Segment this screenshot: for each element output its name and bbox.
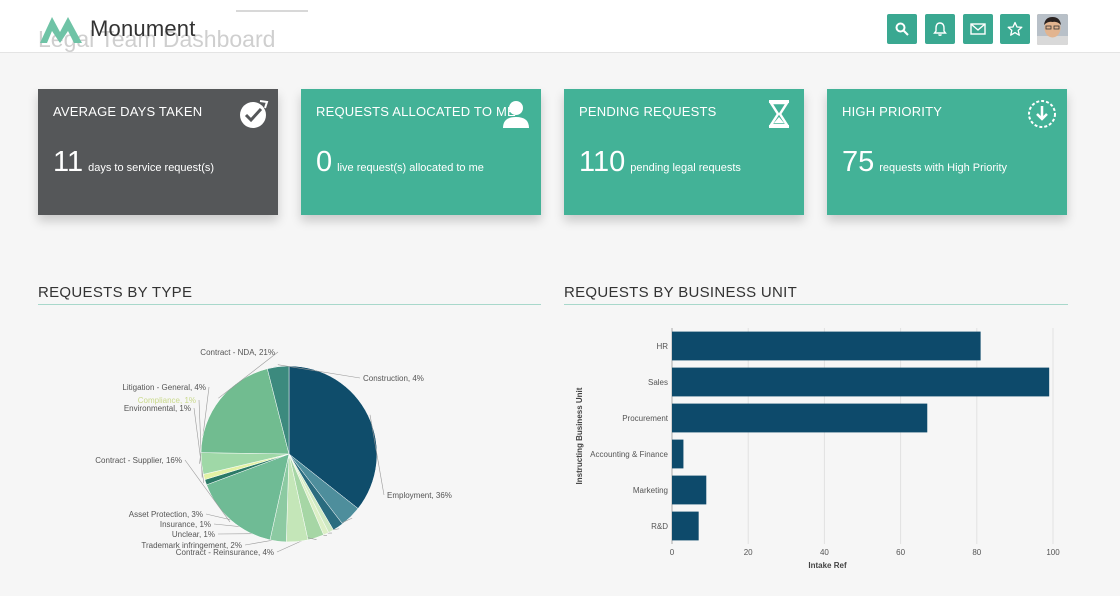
bar[interactable] xyxy=(672,511,699,541)
pie-label-leader xyxy=(218,351,279,399)
pie-slice-label: Construction, 4% xyxy=(363,374,424,383)
star-icon xyxy=(1007,21,1023,36)
requests-by-unit-bar-chart: 0 20 40 60 80 100 HR Sales Procurement Accounting… xyxy=(575,328,1060,570)
pie-label-leader xyxy=(369,414,385,496)
pie-slice-label: Compliance, 1% xyxy=(138,396,196,405)
search-button[interactable] xyxy=(887,14,917,44)
pie-slice-label: Employment, 36% xyxy=(387,491,452,500)
x-tick-label: 40 xyxy=(820,548,829,557)
y-tick-label: Sales xyxy=(648,378,668,387)
mail-icon xyxy=(970,23,986,35)
bar[interactable] xyxy=(672,331,981,361)
y-axis-label: Instructing Business Unit xyxy=(575,387,584,484)
x-tick-label: 60 xyxy=(896,548,905,557)
pie-slice[interactable] xyxy=(267,365,290,455)
user-avatar[interactable] xyxy=(1037,14,1068,45)
x-tick-label: 20 xyxy=(744,548,753,557)
pie-slice[interactable] xyxy=(288,365,378,509)
kpi-card-high-priority[interactable]: HIGH PRIORITY 75 requests with High Prio… xyxy=(827,89,1067,215)
y-tick-label: HR xyxy=(656,342,668,351)
pie-slice-label: Trademark infringement, 2% xyxy=(141,541,242,550)
bar[interactable] xyxy=(672,475,707,505)
top-tab-indicator xyxy=(236,10,308,12)
kpi-card-value: 75 xyxy=(842,146,875,178)
kpi-card-value: 11 xyxy=(53,146,84,178)
pie-label-leader xyxy=(277,364,361,379)
brand-name: Monument xyxy=(90,16,196,41)
check-badge-icon xyxy=(240,100,269,128)
pie-slice[interactable] xyxy=(206,453,290,541)
kpi-card-title: REQUESTS ALLOCATED TO ME xyxy=(316,104,516,119)
kpi-card-pending[interactable]: PENDING REQUESTS 110 pending legal reque… xyxy=(564,89,804,215)
bar[interactable] xyxy=(672,439,684,469)
bar[interactable] xyxy=(672,403,928,433)
kpi-card-value: 110 xyxy=(579,146,626,178)
y-tick-label: Procurement xyxy=(622,414,669,423)
section-divider xyxy=(564,304,1068,305)
pie-slice-label: Asset Protection, 3% xyxy=(129,510,203,519)
pie-slice-label: Litigation - General, 4% xyxy=(122,383,206,392)
section-title-requests-by-unit: REQUESTS BY BUSINESS UNIT xyxy=(564,284,798,301)
pie-slice-label: Contract - NDA, 21% xyxy=(200,348,275,357)
requests-by-type-pie-chart: Employment, 36% Contract - Reinsurance, 4… xyxy=(95,348,452,557)
kpi-card-desc: pending legal requests xyxy=(630,162,741,174)
brand-logo[interactable]: Monument xyxy=(38,14,196,44)
bar[interactable] xyxy=(672,367,1050,397)
search-icon xyxy=(895,22,909,36)
download-circle-icon xyxy=(1028,100,1056,128)
y-tick-label: R&D xyxy=(651,522,668,531)
section-divider xyxy=(38,304,541,305)
hourglass-icon xyxy=(768,100,790,128)
kpi-card-value: 0 xyxy=(316,146,333,178)
x-axis-label: Intake Ref xyxy=(808,561,847,570)
pie-slice-label: Contract - Supplier, 16% xyxy=(95,456,182,465)
kpi-card-desc: live request(s) allocated to me xyxy=(337,162,484,174)
section-title-requests-by-type: REQUESTS BY TYPE xyxy=(38,284,193,301)
kpi-card-allocated[interactable]: REQUESTS ALLOCATED TO ME 0 live request(… xyxy=(301,89,541,215)
kpi-card-title: HIGH PRIORITY xyxy=(842,104,943,119)
monument-logo-icon xyxy=(40,17,82,43)
y-tick-label: Marketing xyxy=(633,486,668,495)
pie-label-leader xyxy=(184,459,231,523)
messages-button[interactable] xyxy=(963,14,993,44)
x-tick-label: 80 xyxy=(972,548,981,557)
kpi-card-title: AVERAGE DAYS TAKEN xyxy=(53,104,203,119)
bell-icon xyxy=(933,22,947,36)
pie-slice[interactable] xyxy=(200,368,290,455)
pie-slice-label: Contract - Reinsurance, 4% xyxy=(176,548,274,557)
kpi-card-average-days[interactable]: AVERAGE DAYS TAKEN 11 days to service re… xyxy=(38,89,278,215)
y-tick-label: Accounting & Finance xyxy=(590,450,668,459)
avatar-image xyxy=(1037,14,1068,45)
kpi-card-desc: days to service request(s) xyxy=(88,162,215,174)
top-bar: Legal Team Dashboard Monument xyxy=(0,0,1120,53)
kpi-card-desc: requests with High Priority xyxy=(879,162,1008,174)
pie-slice-label: Unclear, 1% xyxy=(172,530,215,539)
user-icon xyxy=(503,101,529,128)
favorites-button[interactable] xyxy=(1000,14,1030,44)
notifications-button[interactable] xyxy=(925,14,955,44)
kpi-card-title: PENDING REQUESTS xyxy=(579,104,717,119)
x-tick-label: 0 xyxy=(670,548,675,557)
pie-slice-label: Environmental, 1% xyxy=(124,404,191,413)
x-tick-label: 100 xyxy=(1046,548,1060,557)
pie-slice-label: Insurance, 1% xyxy=(160,520,211,529)
